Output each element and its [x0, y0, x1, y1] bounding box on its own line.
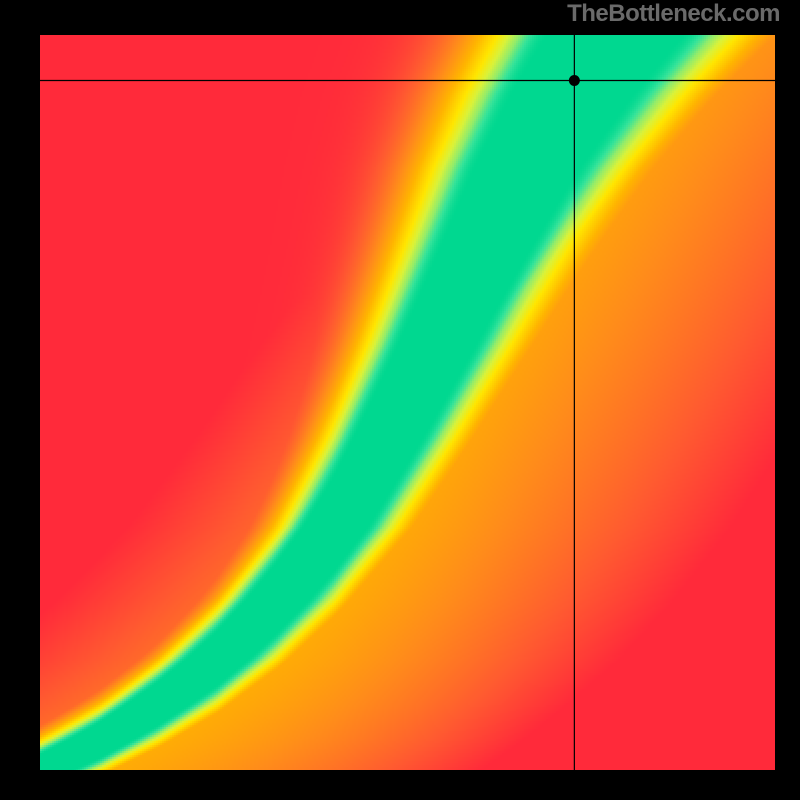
heatmap-canvas: [0, 0, 800, 800]
watermark-text: TheBottleneck.com: [567, 0, 780, 28]
chart-container: TheBottleneck.com: [0, 0, 800, 800]
